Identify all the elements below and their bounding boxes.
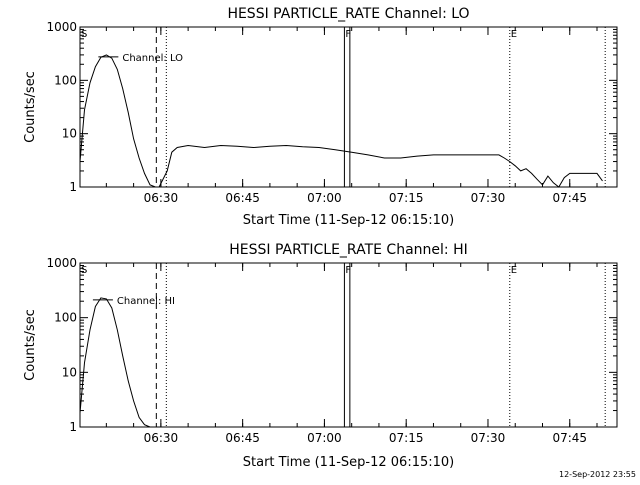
chart-title: HESSI PARTICLE_RATE Channel: LO: [227, 6, 469, 22]
plot-frame: [79, 262, 618, 428]
legend-label: Channel: HI: [117, 296, 175, 307]
x-tick-label: 06:30: [144, 191, 179, 205]
x-tick-label: 07:15: [389, 431, 424, 445]
x-tick-label: 06:45: [225, 191, 260, 205]
marker-label: S: [81, 29, 87, 40]
marker-label: F: [345, 29, 351, 40]
y-tick-label: 1000: [46, 20, 77, 34]
marker-label: E: [511, 265, 517, 276]
x-tick-label: 07:00: [307, 191, 342, 205]
marker-label: S: [81, 265, 87, 276]
marker-label: F: [345, 265, 351, 276]
y-tick-label: 10: [62, 365, 77, 379]
y-tick-label: 1: [69, 180, 77, 194]
x-tick-label: 07:15: [389, 191, 424, 205]
y-axis-label: Counts/sec: [23, 71, 38, 143]
y-tick-label: 100: [54, 73, 77, 87]
marker-label: E: [511, 29, 517, 40]
y-tick-label: 1: [69, 420, 77, 434]
chart-panel-2: HESSI PARTICLE_RATE Channel: HI 1 10 100 100…: [46, 242, 618, 470]
chart-title: HESSI PARTICLE_RATE Channel: HI: [229, 242, 467, 258]
x-tick-label: 07:45: [552, 431, 587, 445]
footer-timestamp: 12-Sep-2012 23:55: [559, 470, 636, 479]
x-tick-label: 06:30: [144, 431, 179, 445]
x-tick-label: 07:30: [471, 431, 506, 445]
y-tick-label: 100: [54, 311, 77, 325]
series-line: [79, 297, 151, 428]
legend-label: Channel: LO: [122, 53, 183, 64]
chart-panel-1: HESSI PARTICLE_RATE Channel: LO 1 10 100 100…: [46, 6, 618, 228]
plot-frame: [79, 26, 618, 188]
x-axis-label: Start Time (11-Sep-12 06:15:10): [243, 213, 454, 228]
y-tick-label: 10: [62, 127, 77, 141]
series-line: [79, 54, 603, 188]
y-tick-label: 1000: [46, 256, 77, 270]
x-tick-label: 07:00: [307, 431, 342, 445]
y-axis-label: Counts/sec: [23, 309, 38, 381]
x-axis-label: Start Time (11-Sep-12 06:15:10): [243, 455, 454, 470]
x-tick-label: 07:45: [552, 191, 587, 205]
x-tick-label: 07:30: [471, 191, 506, 205]
x-tick-label: 06:45: [225, 431, 260, 445]
